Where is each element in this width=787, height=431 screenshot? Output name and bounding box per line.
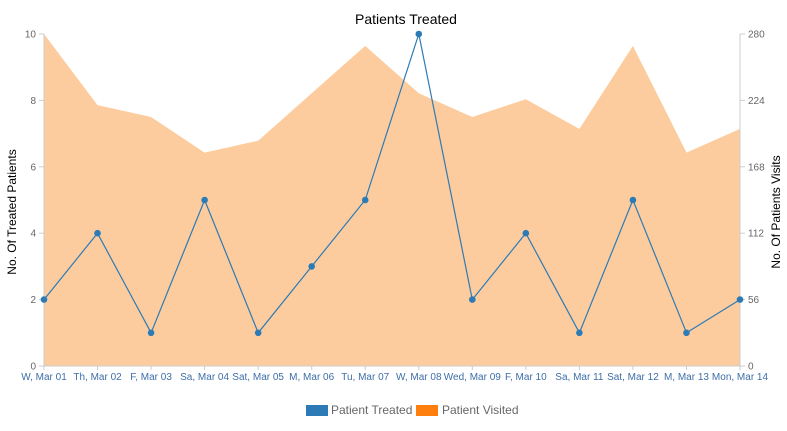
x-tick-label: Th, Mar 02 (73, 372, 122, 383)
x-tick-label: Mon, Mar 14 (712, 372, 769, 383)
visits-area (44, 34, 740, 366)
chart-title: Patients Treated (355, 11, 457, 27)
treated-point[interactable] (308, 263, 315, 270)
legend-swatch-patient-treated (306, 405, 328, 416)
treated-line (43, 31, 741, 335)
x-tick-label: M, Mar 06 (289, 372, 334, 383)
left-ticks: 0 2 4 6 8 10 (25, 30, 44, 373)
treated-point[interactable] (40, 296, 48, 303)
x-tick-label: W, Mar 01 (21, 372, 67, 383)
visits-area-layer (44, 34, 740, 366)
treated-point[interactable] (201, 196, 208, 204)
y-tick-label: 8 (30, 96, 36, 107)
treated-point[interactable] (683, 329, 690, 337)
x-tick-label: Sat, Mar 12 (607, 372, 659, 383)
y2-tick-label: 168 (748, 162, 765, 173)
x-ticks: W, Mar 01 Th, Mar 02 F, Mar 03 Sa, Mar 04 Sa… (21, 366, 769, 383)
treated-point[interactable] (361, 196, 369, 204)
treated-point[interactable] (94, 229, 101, 237)
legend-item-patient-treated[interactable]: Patient Treated (306, 403, 412, 417)
y2-tick-label: 280 (748, 30, 765, 41)
treated-point[interactable] (469, 296, 476, 303)
y-tick-label: 10 (25, 30, 37, 41)
x-tick-label: W, Mar 08 (396, 372, 442, 383)
legend-swatch-patient-visited (416, 405, 438, 416)
x-tick-label: Wed, Mar 09 (444, 372, 501, 383)
legend-item-patient-visited[interactable]: Patient Visited (416, 403, 519, 417)
treated-point[interactable] (415, 30, 423, 38)
treated-point[interactable] (147, 329, 155, 337)
x-tick-label: F, Mar 03 (130, 372, 172, 383)
y-axis-title: No. Of Treated Patients (5, 149, 19, 274)
treated-point[interactable] (522, 229, 530, 237)
treated-point[interactable] (254, 329, 262, 337)
x-tick-label: M, Mar 13 (664, 372, 709, 383)
y-tick-label: 2 (30, 295, 36, 306)
y-tick-label: 0 (30, 362, 36, 373)
legend-label-patient-treated: Patient Treated (331, 403, 412, 417)
legend: Patient Treated Patient Visited (306, 403, 519, 417)
treated-point[interactable] (629, 196, 637, 204)
x-tick-label: Sa, Mar 11 (555, 372, 604, 383)
y2-tick-label: 0 (748, 362, 754, 373)
y2-tick-label: 224 (748, 96, 765, 107)
x-tick-label: F, Mar 10 (505, 372, 547, 383)
y-tick-label: 4 (30, 229, 36, 240)
x-tick-label: Sa, Mar 04 (180, 372, 229, 383)
right-ticks: 0 56 112 168 224 280 (740, 30, 765, 373)
x-tick-label: Sat, Mar 05 (232, 372, 284, 383)
x-tick-label: Tu, Mar 07 (341, 372, 389, 383)
treated-point[interactable] (576, 329, 583, 337)
treated-point[interactable] (736, 296, 744, 303)
y-tick-label: 6 (30, 162, 36, 173)
treated-line-layer (40, 30, 744, 337)
axes (43, 34, 741, 367)
y2-tick-label: 56 (748, 295, 760, 306)
legend-label-patient-visited: Patient Visited (442, 403, 519, 417)
y2-axis-title: No. Of Patients Visits (769, 155, 783, 268)
y2-tick-label: 112 (748, 229, 764, 240)
